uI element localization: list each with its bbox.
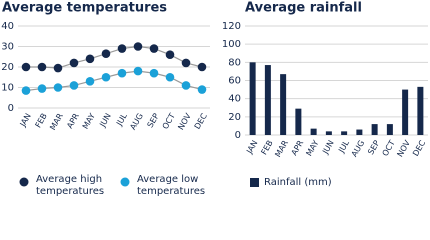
y-tick-label: 100 — [222, 39, 241, 50]
x-tick-label: APR — [65, 111, 81, 130]
data-point — [21, 86, 31, 95]
bar — [356, 129, 363, 135]
data-point — [149, 44, 159, 53]
bar — [264, 65, 271, 135]
bar — [295, 108, 302, 135]
data-point — [197, 85, 207, 94]
x-tick-label: NOV — [395, 138, 412, 158]
x-tick-label: JUL — [114, 111, 129, 128]
y-tick-label: 10 — [1, 83, 14, 94]
bar — [402, 89, 409, 135]
data-point — [69, 81, 79, 90]
data-point — [197, 62, 207, 72]
data-point — [117, 68, 127, 78]
x-tick-label: OCT — [381, 139, 397, 158]
bar — [325, 131, 332, 135]
x-tick-label: DEC — [193, 111, 209, 130]
data-point — [149, 68, 159, 78]
bar — [310, 128, 317, 135]
legend-marker — [19, 177, 29, 187]
bar — [249, 62, 256, 136]
chart-title: Average temperatures — [2, 1, 167, 16]
x-tick-label: MAY — [81, 112, 97, 131]
y-tick-label: 80 — [228, 57, 241, 68]
legend-label: Average high temperatures — [36, 174, 105, 197]
y-tick-label: 40 — [228, 94, 241, 105]
data-point — [85, 77, 95, 86]
y-tick-label: 120 — [222, 21, 241, 32]
x-tick-label: FEB — [34, 112, 49, 130]
chart-title: Average rainfall — [245, 1, 362, 16]
y-tick-label: 0 — [235, 130, 241, 141]
y-tick-label: 0 — [8, 103, 14, 114]
data-point — [133, 66, 143, 76]
y-tick-label: 30 — [1, 42, 14, 53]
data-point — [117, 44, 127, 53]
data-point — [181, 81, 191, 90]
data-point — [181, 58, 191, 68]
bar — [341, 131, 348, 135]
legend-marker — [250, 178, 259, 187]
bar — [371, 124, 378, 135]
page: Average temperatures 0 10 20 30 40 JAN FEB MAR AP… — [1, 1, 428, 197]
data-point — [165, 50, 175, 59]
data-point — [21, 62, 31, 72]
x-tick-label: OCT — [161, 112, 177, 131]
x-tick-label: MAY — [304, 139, 320, 158]
bar — [417, 86, 424, 135]
bar — [386, 124, 393, 135]
data-point — [165, 72, 175, 82]
y-tick-label: 20 — [228, 112, 241, 123]
x-tick-label: NOV — [176, 111, 193, 131]
legend-marker — [120, 177, 130, 187]
legend-label: Rainfall (mm) — [264, 177, 332, 188]
x-tick-label: JAN — [244, 139, 259, 156]
data-point — [37, 84, 47, 93]
data-point — [69, 58, 79, 68]
data-point — [133, 42, 143, 51]
data-point — [53, 63, 63, 73]
y-tick-label: 60 — [228, 76, 241, 87]
bar — [280, 74, 287, 135]
x-tick-label: APR — [290, 138, 306, 157]
x-tick-label: JUN — [320, 139, 335, 157]
legend-label: Average low temperatures — [137, 174, 206, 197]
x-tick-label: MAR — [48, 111, 65, 131]
x-tick-label: SEP — [146, 112, 161, 130]
x-tick-label: JUL — [336, 138, 351, 155]
x-tick-label: AUG — [350, 139, 367, 159]
y-tick-label: 40 — [1, 21, 14, 32]
y-tick-label: 20 — [1, 62, 14, 73]
data-point — [101, 49, 111, 58]
data-point — [101, 72, 111, 82]
x-tick-label: JUN — [98, 112, 113, 130]
data-point — [85, 54, 95, 64]
x-tick-label: JAN — [18, 112, 33, 129]
data-point — [53, 83, 63, 92]
series-line — [26, 45, 203, 69]
x-tick-label: DEC — [411, 138, 427, 157]
x-tick-label: AUG — [128, 112, 145, 132]
x-tick-label: MAR — [273, 138, 290, 158]
data-point — [37, 62, 47, 72]
